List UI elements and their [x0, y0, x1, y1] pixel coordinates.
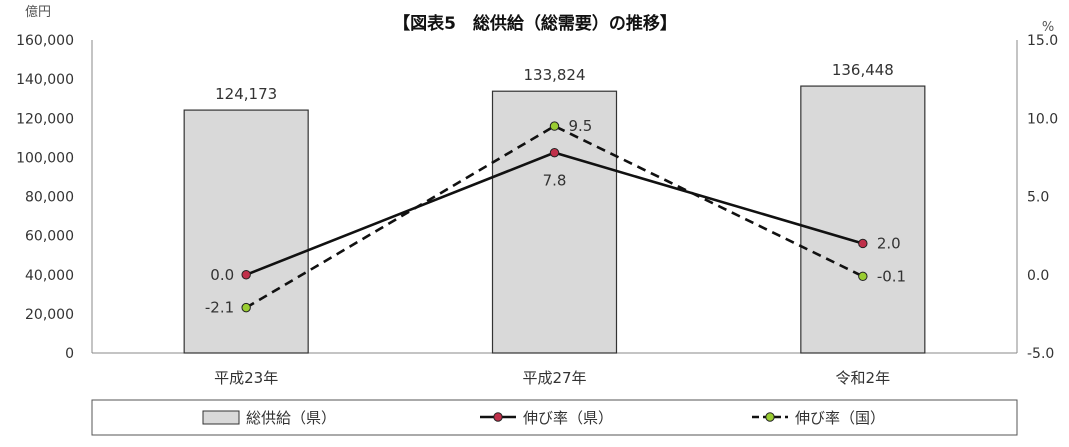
bar-value-label: 136,448: [832, 61, 894, 79]
line-point: [241, 302, 251, 313]
line-value-label: 2.0: [877, 234, 901, 252]
legend-swatch-bar: [202, 410, 240, 425]
bar: [491, 90, 618, 354]
left-tick-label: 160,000: [16, 33, 74, 49]
line-point: [241, 270, 251, 280]
left-tick-label: 100,000: [16, 150, 74, 166]
line-value-label: 9.5: [569, 117, 593, 135]
legend-frame: [91, 399, 1018, 436]
bar-value-label: 124,173: [215, 85, 277, 103]
left-tick-label: 80,000: [25, 190, 74, 206]
left-tick-label: 60,000: [25, 229, 74, 245]
legend-marker-prefecture: [493, 412, 503, 422]
category-label: 平成23年: [214, 369, 278, 387]
legend: 総供給（県） 伸び率（県） 伸び率（国）: [91, 399, 1018, 436]
left-tick-label: 40,000: [25, 268, 74, 284]
right-tick-label: 5.0: [1027, 190, 1049, 206]
line-value-label: -2.1: [205, 299, 234, 317]
category-label: 令和2年: [836, 369, 891, 387]
line-point: [549, 147, 560, 158]
right-axis-unit: %: [1042, 20, 1054, 35]
right-tick-label: -5.0: [1027, 346, 1054, 362]
line-point: [549, 121, 560, 131]
right-tick-label: 10.0: [1027, 111, 1058, 127]
bar: [800, 85, 926, 354]
category-label: 平成27年: [522, 369, 586, 387]
left-tick-label: 140,000: [16, 72, 74, 88]
bar: [183, 109, 309, 354]
left-tick-label: 0: [65, 346, 74, 362]
legend-label-prefecture-rate: 伸び率（県）: [523, 409, 613, 427]
line-value-label: 7.8: [543, 172, 567, 190]
chart-title: 【図表5 総供給（総需要）の推移】: [393, 13, 677, 34]
left-tick-label: 20,000: [25, 307, 74, 323]
line-point: [858, 271, 868, 282]
legend-label-supply: 総供給（県）: [246, 409, 336, 427]
national-rate-line: [245, 124, 864, 309]
right-tick-label: 0.0: [1027, 268, 1049, 284]
line-value-label: -0.1: [877, 267, 906, 285]
left-axis-unit: 億円: [25, 4, 51, 20]
line-point: [858, 238, 868, 249]
left-tick-label: 120,000: [16, 111, 74, 127]
right-tick-label: 15.0: [1027, 33, 1058, 49]
legend-marker-national: [765, 412, 775, 422]
line-value-label: 0.0: [210, 266, 234, 284]
legend-label-national-rate: 伸び率（国）: [795, 409, 885, 427]
bar-value-label: 133,824: [523, 66, 585, 84]
